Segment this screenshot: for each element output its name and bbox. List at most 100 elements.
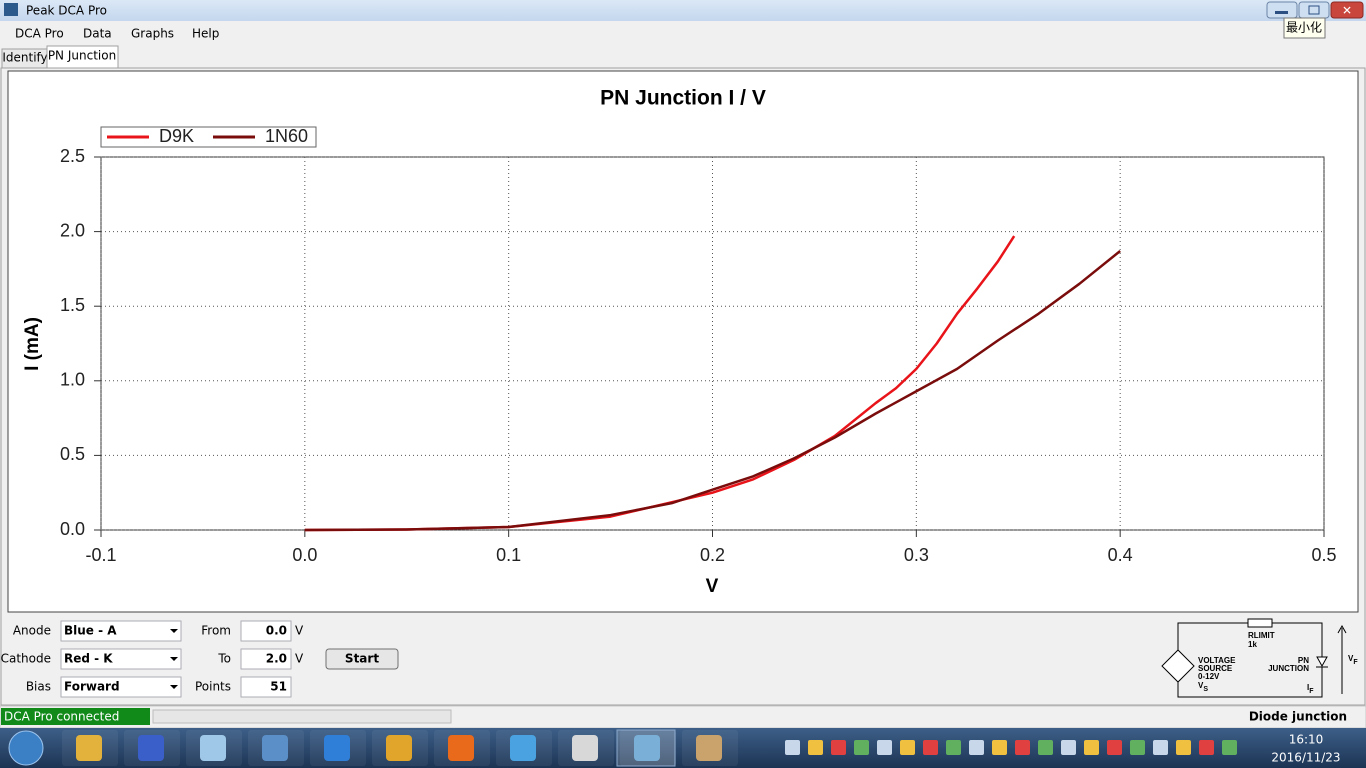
task-icon[interactable] bbox=[200, 735, 226, 761]
tray-icon[interactable] bbox=[1084, 740, 1099, 755]
tray-icon[interactable] bbox=[1153, 740, 1168, 755]
dropdown[interactable] bbox=[60, 648, 182, 670]
task-icon[interactable] bbox=[448, 735, 474, 761]
clock-time: 16:10 bbox=[1289, 733, 1324, 747]
tray-icon[interactable] bbox=[785, 740, 800, 755]
y-tick-label: 2.5 bbox=[60, 146, 85, 166]
sub: S bbox=[1203, 686, 1208, 693]
y-tick-label: 1.5 bbox=[60, 295, 85, 315]
chart-title: PN Junction I / V bbox=[600, 87, 766, 110]
tray-icon[interactable] bbox=[1130, 740, 1145, 755]
circuit-diagram: RLIMIT 1k VOLTAGE SOURCE 0-12V VS PN JUN… bbox=[1161, 618, 1358, 698]
task-icon[interactable] bbox=[138, 735, 164, 761]
close-button[interactable] bbox=[1330, 1, 1364, 19]
x-tick-label: -0.1 bbox=[85, 545, 116, 565]
unit: V bbox=[295, 652, 304, 666]
dropdown-arrow bbox=[170, 685, 178, 689]
taskbar-icons bbox=[62, 729, 1237, 767]
tray-icon[interactable] bbox=[1015, 740, 1030, 755]
tray-icon[interactable] bbox=[1107, 740, 1122, 755]
dropdown-value: Red - K bbox=[64, 652, 113, 666]
circuit-label: IF bbox=[1307, 683, 1314, 695]
x-tick-label: 0.1 bbox=[496, 545, 521, 565]
field-label: Points bbox=[195, 680, 231, 694]
tray-icon[interactable] bbox=[900, 740, 915, 755]
dropdown[interactable] bbox=[60, 676, 182, 698]
title-bar bbox=[0, 0, 1366, 21]
sym: V bbox=[1348, 654, 1354, 663]
circuit-label: RLIMIT bbox=[1248, 631, 1275, 640]
dropdown-value: Forward bbox=[64, 680, 120, 694]
task-icon[interactable] bbox=[510, 735, 536, 761]
input[interactable] bbox=[240, 648, 292, 670]
circuit-label: 1k bbox=[1248, 640, 1257, 649]
tray-icon[interactable] bbox=[1222, 740, 1237, 755]
start-label: Start bbox=[345, 652, 379, 666]
app-icon bbox=[4, 3, 18, 16]
tray-icon[interactable] bbox=[1061, 740, 1076, 755]
dropdown-arrow bbox=[170, 629, 178, 633]
task-icon[interactable] bbox=[76, 735, 102, 761]
controls: Anode Blue - A Cathode Red - K Bias Forward Fr… bbox=[1, 620, 304, 698]
minimize-icon bbox=[1275, 11, 1288, 14]
tray-icon[interactable] bbox=[831, 740, 846, 755]
tray-icon[interactable] bbox=[854, 740, 869, 755]
resistor bbox=[1247, 618, 1273, 628]
task-icon[interactable] bbox=[262, 735, 288, 761]
input-value: 0.0 bbox=[266, 624, 287, 638]
task-icon[interactable] bbox=[386, 735, 412, 761]
restore-icon bbox=[1308, 5, 1320, 15]
chart-panel bbox=[7, 70, 1359, 613]
input[interactable] bbox=[240, 620, 292, 642]
task-icon[interactable] bbox=[324, 735, 350, 761]
y-tick-label: 0.0 bbox=[60, 519, 85, 539]
tab-label: PN Junction bbox=[48, 49, 116, 63]
restore-button[interactable] bbox=[1298, 1, 1330, 19]
legend bbox=[100, 126, 317, 148]
minimize-button[interactable] bbox=[1266, 1, 1298, 19]
tooltip bbox=[1283, 17, 1326, 39]
tray-icon[interactable] bbox=[877, 740, 892, 755]
tray-icon[interactable] bbox=[923, 740, 938, 755]
dropdown-arrow bbox=[170, 657, 178, 661]
tray-icon[interactable] bbox=[808, 740, 823, 755]
x-tick-label: 0.3 bbox=[904, 545, 929, 565]
tab-label: Identify bbox=[2, 51, 47, 65]
clock-date: 2016/11/23 bbox=[1271, 751, 1340, 765]
field-label: Anode bbox=[13, 624, 51, 638]
tray-icon[interactable] bbox=[992, 740, 1007, 755]
tray-icon[interactable] bbox=[946, 740, 961, 755]
dropdown[interactable] bbox=[60, 620, 182, 642]
circuit-label: SOURCE bbox=[1198, 664, 1233, 673]
circuit-label: VF bbox=[1348, 654, 1358, 666]
series-line bbox=[304, 250, 1121, 532]
menu-item[interactable]: DCA Pro bbox=[15, 27, 64, 41]
menu-item[interactable]: Help bbox=[192, 27, 219, 41]
status-text: DCA Pro connected bbox=[4, 710, 119, 724]
start-button[interactable] bbox=[325, 648, 399, 670]
x-tick-label: 0.0 bbox=[292, 545, 317, 565]
x-tick-label: 0.5 bbox=[1311, 545, 1336, 565]
status-mode: Diode junction bbox=[1249, 710, 1347, 724]
menu-item[interactable]: Graphs bbox=[131, 27, 174, 41]
legend-label: 1N60 bbox=[265, 126, 308, 146]
task-icon[interactable] bbox=[696, 735, 722, 761]
task-icon[interactable] bbox=[572, 735, 598, 761]
tray-icon[interactable] bbox=[969, 740, 984, 755]
input-value: 2.0 bbox=[266, 652, 287, 666]
tray-icon[interactable] bbox=[1176, 740, 1191, 755]
tray-icon[interactable] bbox=[1199, 740, 1214, 755]
sym: V bbox=[1198, 681, 1204, 690]
y-tick-label: 1.0 bbox=[60, 370, 85, 390]
input[interactable] bbox=[240, 676, 292, 698]
arrowhead bbox=[1337, 624, 1347, 634]
start-orb[interactable] bbox=[8, 730, 44, 766]
input-value: 51 bbox=[270, 680, 287, 694]
status-indicator bbox=[1, 708, 150, 725]
y-axis-label: I (mA) bbox=[22, 317, 43, 371]
tray-icon[interactable] bbox=[1038, 740, 1053, 755]
task-icon[interactable] bbox=[634, 735, 660, 761]
menu-item[interactable]: Data bbox=[83, 27, 112, 41]
